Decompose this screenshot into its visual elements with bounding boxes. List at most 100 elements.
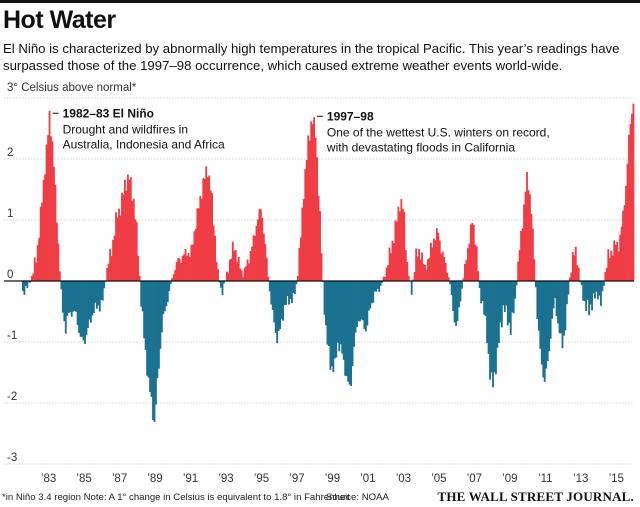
anomaly-bar	[530, 214, 533, 281]
anomaly-bar	[527, 190, 530, 281]
x-tick-label: ’91	[183, 473, 198, 485]
anomaly-bar	[427, 259, 429, 281]
anomaly-bar	[66, 281, 69, 316]
anomaly-bar	[50, 136, 52, 281]
anomaly-bar	[44, 174, 46, 281]
anomaly-bar	[350, 281, 352, 386]
anomaly-bar	[319, 211, 321, 281]
anomaly-bar	[512, 281, 515, 314]
anomaly-bar	[616, 241, 619, 281]
anomaly-bar	[607, 249, 610, 281]
anomaly-bar	[576, 265, 579, 281]
anomaly-bar	[223, 281, 225, 284]
anomaly-bar	[415, 248, 418, 281]
anomaly-bar	[305, 160, 308, 281]
anomaly-bar	[109, 248, 112, 281]
anomaly-bar	[251, 246, 253, 281]
anomaly-bar	[116, 217, 119, 281]
anomaly-bar	[588, 281, 590, 316]
anomaly-bar	[196, 208, 199, 281]
y-tick-label: 1	[7, 208, 13, 220]
anomaly-bar	[298, 248, 301, 281]
anomaly-bar	[29, 281, 32, 283]
anomaly-bar	[592, 281, 595, 294]
anomaly-bar	[178, 258, 181, 281]
anomaly-bar	[548, 281, 551, 351]
anomaly-bar	[537, 281, 540, 331]
anomaly-bar	[363, 281, 366, 330]
anomaly-bar	[580, 281, 583, 286]
x-tick-label: ’95	[254, 473, 269, 485]
anomaly-bar	[486, 281, 488, 344]
anomaly-bar	[95, 281, 98, 309]
anomaly-bar	[42, 179, 45, 281]
anomaly-bar	[103, 281, 106, 289]
anomaly-bar	[76, 281, 79, 325]
anomaly-bar	[608, 257, 611, 281]
anomaly-bar	[70, 281, 73, 317]
anomaly-bar	[500, 281, 503, 328]
anomaly-bar	[58, 271, 61, 281]
anomaly-bar	[248, 263, 250, 281]
anomaly-bar	[560, 281, 562, 334]
anomaly-bar	[629, 123, 632, 281]
anomaly-bar	[564, 281, 567, 331]
anomaly-bar	[443, 257, 446, 281]
anomaly-bar	[257, 219, 259, 281]
anomaly-bar	[502, 281, 505, 306]
anomaly-bar	[242, 277, 245, 281]
anomaly-bar	[184, 249, 187, 281]
anomaly-bar	[113, 235, 116, 281]
x-tick-label: ’83	[41, 473, 56, 485]
anomaly-bar	[567, 281, 570, 295]
anomaly-bar	[214, 235, 216, 281]
anomaly-bar	[165, 281, 168, 307]
anomaly-bar	[228, 259, 231, 281]
anomaly-bar	[197, 208, 200, 281]
anomaly-bar	[391, 240, 394, 281]
anomaly-bar	[583, 281, 586, 302]
anomaly-bar	[483, 281, 486, 315]
anomaly-bar	[521, 228, 524, 281]
anomaly-bar	[533, 259, 536, 281]
anomaly-bar	[347, 281, 350, 382]
anomaly-bar	[54, 184, 57, 281]
x-tick-label: ’01	[360, 473, 375, 485]
anomaly-bar	[432, 238, 435, 281]
anomaly-bar	[622, 210, 624, 281]
anomaly-bar	[456, 281, 459, 322]
anomaly-bar	[453, 281, 456, 323]
anomaly-bar	[217, 269, 219, 281]
x-tick-label: ’89	[147, 473, 162, 485]
anomaly-bar	[317, 195, 320, 281]
anomaly-bar	[221, 281, 224, 296]
anomaly-bar	[106, 267, 109, 281]
anomaly-bar	[163, 281, 166, 312]
source-text: Source: NOAA	[326, 492, 389, 503]
anomaly-bar	[356, 281, 358, 327]
anomaly-bar	[237, 256, 240, 281]
anomaly-bar	[335, 281, 338, 358]
anomaly-bar	[401, 208, 404, 281]
anomaly-bar	[419, 259, 422, 281]
anomaly-bar	[487, 281, 490, 354]
anomaly-bar	[539, 281, 542, 349]
anomaly-bar	[466, 248, 469, 281]
anomaly-bar	[310, 121, 313, 282]
anomaly-bar	[330, 281, 333, 367]
anomaly-bar	[511, 281, 514, 313]
anomaly-bar	[341, 281, 344, 354]
anomaly-bar	[156, 281, 159, 379]
anomaly-bar	[449, 281, 452, 285]
anomaly-bar	[53, 166, 55, 281]
chart-subtitle: El Niño is characterized by abnormally h…	[3, 41, 620, 73]
x-tick-label: ’05	[431, 473, 446, 485]
anomaly-bar	[338, 281, 341, 352]
anomaly-bar	[345, 281, 348, 377]
anomaly-bar	[458, 281, 460, 308]
anomaly-bar	[342, 281, 345, 360]
anomaly-bar	[387, 265, 389, 281]
anomaly-bar	[490, 281, 493, 373]
anomaly-bar	[227, 273, 230, 281]
anomaly-bar	[594, 281, 596, 299]
